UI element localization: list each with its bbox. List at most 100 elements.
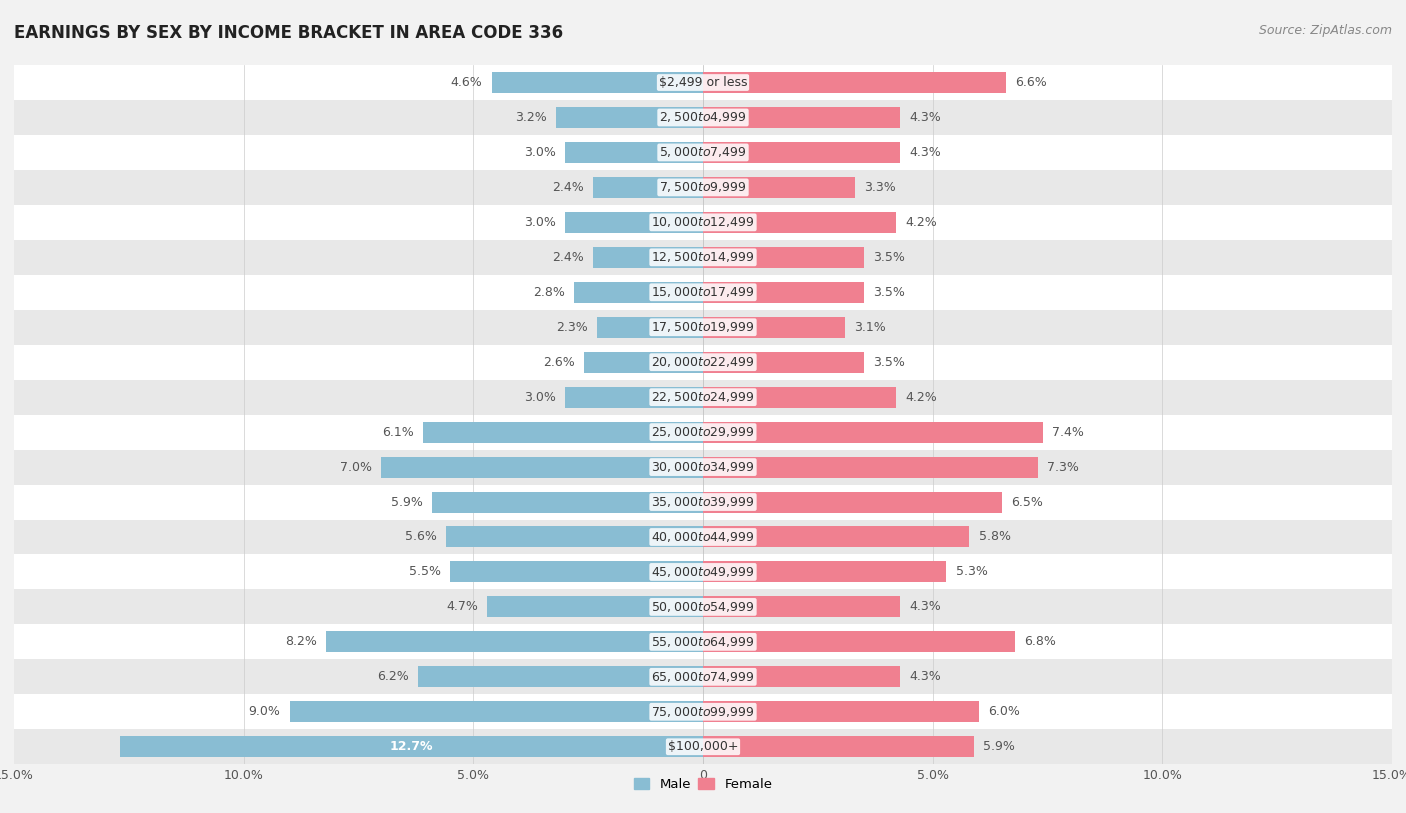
Bar xyxy=(14,589,1392,624)
Text: $40,000 to $44,999: $40,000 to $44,999 xyxy=(651,530,755,544)
Text: 5.3%: 5.3% xyxy=(956,566,987,578)
Text: 3.5%: 3.5% xyxy=(873,251,905,263)
Text: 3.0%: 3.0% xyxy=(524,391,555,403)
Bar xyxy=(565,212,703,233)
Bar xyxy=(14,450,1392,485)
Text: 4.3%: 4.3% xyxy=(910,601,942,613)
Bar xyxy=(703,317,845,337)
Bar xyxy=(14,520,1392,554)
Text: $45,000 to $49,999: $45,000 to $49,999 xyxy=(651,565,755,579)
Bar xyxy=(423,422,703,442)
Bar xyxy=(565,142,703,163)
Text: 5.9%: 5.9% xyxy=(391,496,423,508)
Text: 5.9%: 5.9% xyxy=(983,741,1015,753)
Bar xyxy=(703,527,969,547)
Text: 3.1%: 3.1% xyxy=(855,321,886,333)
Bar xyxy=(14,415,1392,450)
Text: 12.7%: 12.7% xyxy=(389,741,433,753)
Bar xyxy=(120,737,703,757)
Text: $65,000 to $74,999: $65,000 to $74,999 xyxy=(651,670,755,684)
Text: 4.7%: 4.7% xyxy=(446,601,478,613)
Bar xyxy=(14,659,1392,694)
Bar xyxy=(703,72,1007,93)
Bar xyxy=(703,352,863,372)
Bar xyxy=(14,135,1392,170)
Bar xyxy=(450,562,703,582)
Text: $2,499 or less: $2,499 or less xyxy=(659,76,747,89)
Text: $7,500 to $9,999: $7,500 to $9,999 xyxy=(659,180,747,194)
Bar xyxy=(14,345,1392,380)
Text: $2,500 to $4,999: $2,500 to $4,999 xyxy=(659,111,747,124)
Bar xyxy=(14,694,1392,729)
Bar xyxy=(703,597,900,617)
Text: 4.3%: 4.3% xyxy=(910,111,942,124)
Bar xyxy=(14,100,1392,135)
Bar xyxy=(492,72,703,93)
Bar xyxy=(14,485,1392,520)
Text: $12,500 to $14,999: $12,500 to $14,999 xyxy=(651,250,755,264)
Bar xyxy=(446,527,703,547)
Text: 5.5%: 5.5% xyxy=(409,566,441,578)
Bar xyxy=(418,667,703,687)
Text: 6.1%: 6.1% xyxy=(382,426,413,438)
Bar xyxy=(703,667,900,687)
Text: 6.0%: 6.0% xyxy=(988,706,1019,718)
Text: $35,000 to $39,999: $35,000 to $39,999 xyxy=(651,495,755,509)
Bar xyxy=(703,737,974,757)
Text: 2.4%: 2.4% xyxy=(551,251,583,263)
Text: 7.3%: 7.3% xyxy=(1047,461,1080,473)
Bar xyxy=(703,212,896,233)
Bar xyxy=(14,240,1392,275)
Bar xyxy=(598,317,703,337)
Bar xyxy=(555,107,703,128)
Text: 7.4%: 7.4% xyxy=(1052,426,1084,438)
Bar xyxy=(14,170,1392,205)
Bar xyxy=(14,624,1392,659)
Text: $10,000 to $12,499: $10,000 to $12,499 xyxy=(651,215,755,229)
Bar xyxy=(593,247,703,267)
Text: 5.6%: 5.6% xyxy=(405,531,437,543)
Text: $5,000 to $7,499: $5,000 to $7,499 xyxy=(659,146,747,159)
Bar xyxy=(703,457,1038,477)
Text: 3.3%: 3.3% xyxy=(863,181,896,193)
Bar xyxy=(703,422,1043,442)
Bar xyxy=(14,729,1392,764)
Text: $17,500 to $19,999: $17,500 to $19,999 xyxy=(651,320,755,334)
Legend: Male, Female: Male, Female xyxy=(628,772,778,796)
Text: EARNINGS BY SEX BY INCOME BRACKET IN AREA CODE 336: EARNINGS BY SEX BY INCOME BRACKET IN ARE… xyxy=(14,24,564,42)
Bar xyxy=(565,387,703,407)
Bar xyxy=(14,554,1392,589)
Bar xyxy=(703,142,900,163)
Bar xyxy=(703,702,979,722)
Text: 6.8%: 6.8% xyxy=(1025,636,1056,648)
Text: 2.8%: 2.8% xyxy=(533,286,565,298)
Bar xyxy=(432,492,703,512)
Text: 6.5%: 6.5% xyxy=(1011,496,1043,508)
Bar xyxy=(486,597,703,617)
Bar xyxy=(326,632,703,652)
Bar xyxy=(703,492,1001,512)
Bar xyxy=(703,632,1015,652)
Text: 3.0%: 3.0% xyxy=(524,216,555,228)
Bar xyxy=(14,65,1392,100)
Text: 9.0%: 9.0% xyxy=(249,706,280,718)
Bar xyxy=(290,702,703,722)
Text: 4.2%: 4.2% xyxy=(905,391,936,403)
Bar xyxy=(703,177,855,198)
Text: 3.5%: 3.5% xyxy=(873,286,905,298)
Bar xyxy=(575,282,703,302)
Text: $100,000+: $100,000+ xyxy=(668,741,738,753)
Text: $55,000 to $64,999: $55,000 to $64,999 xyxy=(651,635,755,649)
Bar xyxy=(703,562,946,582)
Bar xyxy=(583,352,703,372)
Bar xyxy=(381,457,703,477)
Text: $25,000 to $29,999: $25,000 to $29,999 xyxy=(651,425,755,439)
Text: $75,000 to $99,999: $75,000 to $99,999 xyxy=(651,705,755,719)
Text: 2.4%: 2.4% xyxy=(551,181,583,193)
Text: 3.5%: 3.5% xyxy=(873,356,905,368)
Text: $20,000 to $22,499: $20,000 to $22,499 xyxy=(651,355,755,369)
Text: $30,000 to $34,999: $30,000 to $34,999 xyxy=(651,460,755,474)
Bar xyxy=(14,380,1392,415)
Bar xyxy=(14,205,1392,240)
Text: 4.3%: 4.3% xyxy=(910,671,942,683)
